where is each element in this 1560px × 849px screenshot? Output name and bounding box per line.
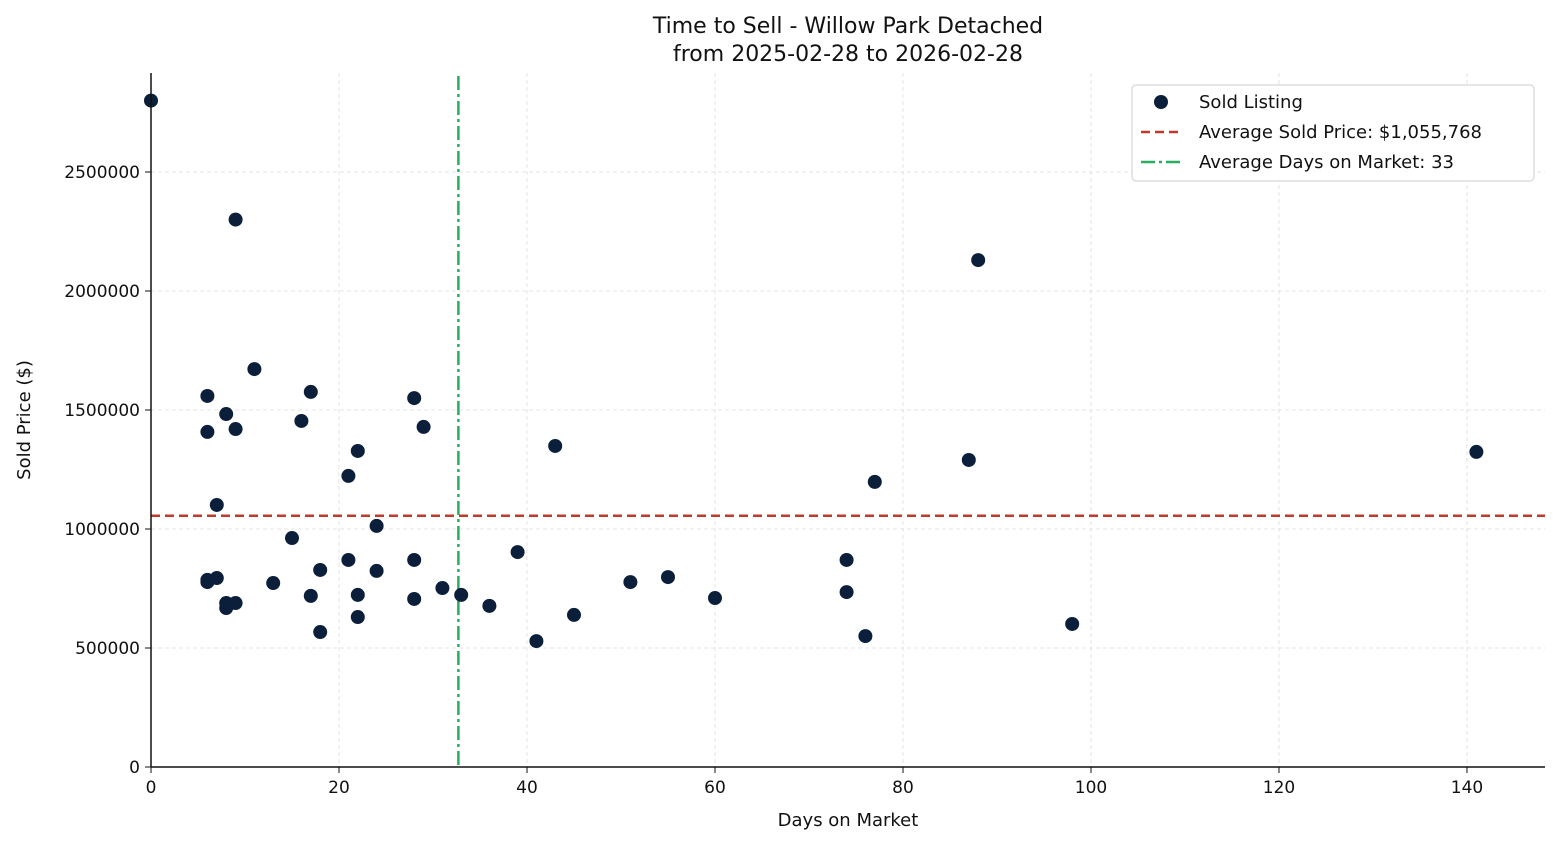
x-tick-label: 120 [1263, 778, 1295, 798]
sold-listing-point [219, 407, 234, 422]
sold-listing-point [1065, 616, 1080, 631]
sold-listing-point [454, 587, 469, 602]
sold-listing-point [341, 468, 356, 483]
sold-listing-point [660, 570, 675, 585]
sold-listing-point [313, 562, 328, 577]
x-tick-label: 100 [1075, 778, 1107, 798]
x-tick-label: 40 [516, 778, 538, 798]
y-tick-label: 1500000 [64, 401, 140, 421]
x-tick-label: 80 [892, 778, 914, 798]
grid [151, 73, 1545, 767]
sold-listing-point [350, 610, 365, 625]
sold-listing-point [369, 563, 384, 578]
y-tick-label: 2000000 [64, 282, 140, 302]
sold-listing-point [228, 212, 243, 227]
y-tick-label: 2500000 [64, 163, 140, 183]
sold-listing-point [510, 545, 525, 560]
legend: Sold Listing Average Sold Price: $1,055,… [1131, 84, 1535, 182]
chart-title: Time to Sell - Willow Park Detached [652, 14, 1043, 39]
sold-listing-point [200, 388, 215, 403]
legend-label-avg-days: Average Days on Market: 33 [1199, 152, 1454, 173]
sold-listing-point [341, 552, 356, 567]
sold-listing-point [284, 531, 299, 546]
sold-listing-point [407, 391, 422, 406]
y-tick-label: 1000000 [64, 520, 140, 540]
sold-listing-point [303, 588, 318, 603]
x-tick-label: 20 [328, 778, 350, 798]
sold-listing-point [961, 452, 976, 467]
sold-listing-point [209, 571, 224, 586]
sold-listing-point [482, 598, 497, 613]
sold-listing-point [303, 384, 318, 399]
sold-listing-point [294, 413, 309, 428]
sold-listing-point [228, 422, 243, 437]
sold-listing-point [566, 607, 581, 622]
sold-listing-point [623, 575, 638, 590]
y-tick-label: 500000 [75, 639, 140, 659]
points [144, 93, 1484, 649]
legend-label-avg-price: Average Sold Price: $1,055,768 [1199, 122, 1482, 143]
sold-listing-point [839, 585, 854, 600]
sold-listing-point [707, 591, 722, 606]
sold-listing-point [529, 634, 544, 649]
sold-listing-point [1469, 444, 1484, 459]
sold-listing-point [971, 253, 986, 268]
sold-listing-point [369, 518, 384, 533]
sold-listing-point [407, 552, 422, 567]
y-axis-label: Sold Price ($) [14, 360, 35, 480]
sold-listing-point [867, 474, 882, 489]
sold-listing-point [858, 629, 873, 644]
sold-listing-point [839, 552, 854, 567]
sold-listing-point [219, 601, 234, 616]
y-tick-label: 0 [129, 758, 140, 778]
sold-listing-point [209, 497, 224, 512]
sold-listing-point [247, 362, 262, 377]
sold-listing-point [266, 576, 281, 591]
sold-listing-point [407, 591, 422, 606]
sold-listing-point [350, 443, 365, 458]
x-tick-label: 140 [1451, 778, 1483, 798]
legend-label-sold: Sold Listing [1199, 92, 1303, 113]
legend-marker-sold [1154, 95, 1168, 109]
sold-listing-point [416, 419, 431, 434]
sold-listing-point [548, 438, 563, 453]
x-tick-label: 0 [146, 778, 157, 798]
x-tick-label: 60 [704, 778, 726, 798]
ticks: 0 20 40 60 80 100 120 140 0 500000 1000000 1500000 2… [64, 163, 1483, 798]
sold-listing-point [350, 587, 365, 602]
sold-listing-point [435, 581, 450, 596]
sold-listing-point [200, 424, 215, 439]
sold-listing-point [313, 625, 328, 640]
x-axis-label: Days on Market [778, 810, 919, 831]
chart-subtitle: from 2025-02-28 to 2026-02-28 [673, 42, 1023, 67]
reference-lines [151, 76, 1545, 767]
